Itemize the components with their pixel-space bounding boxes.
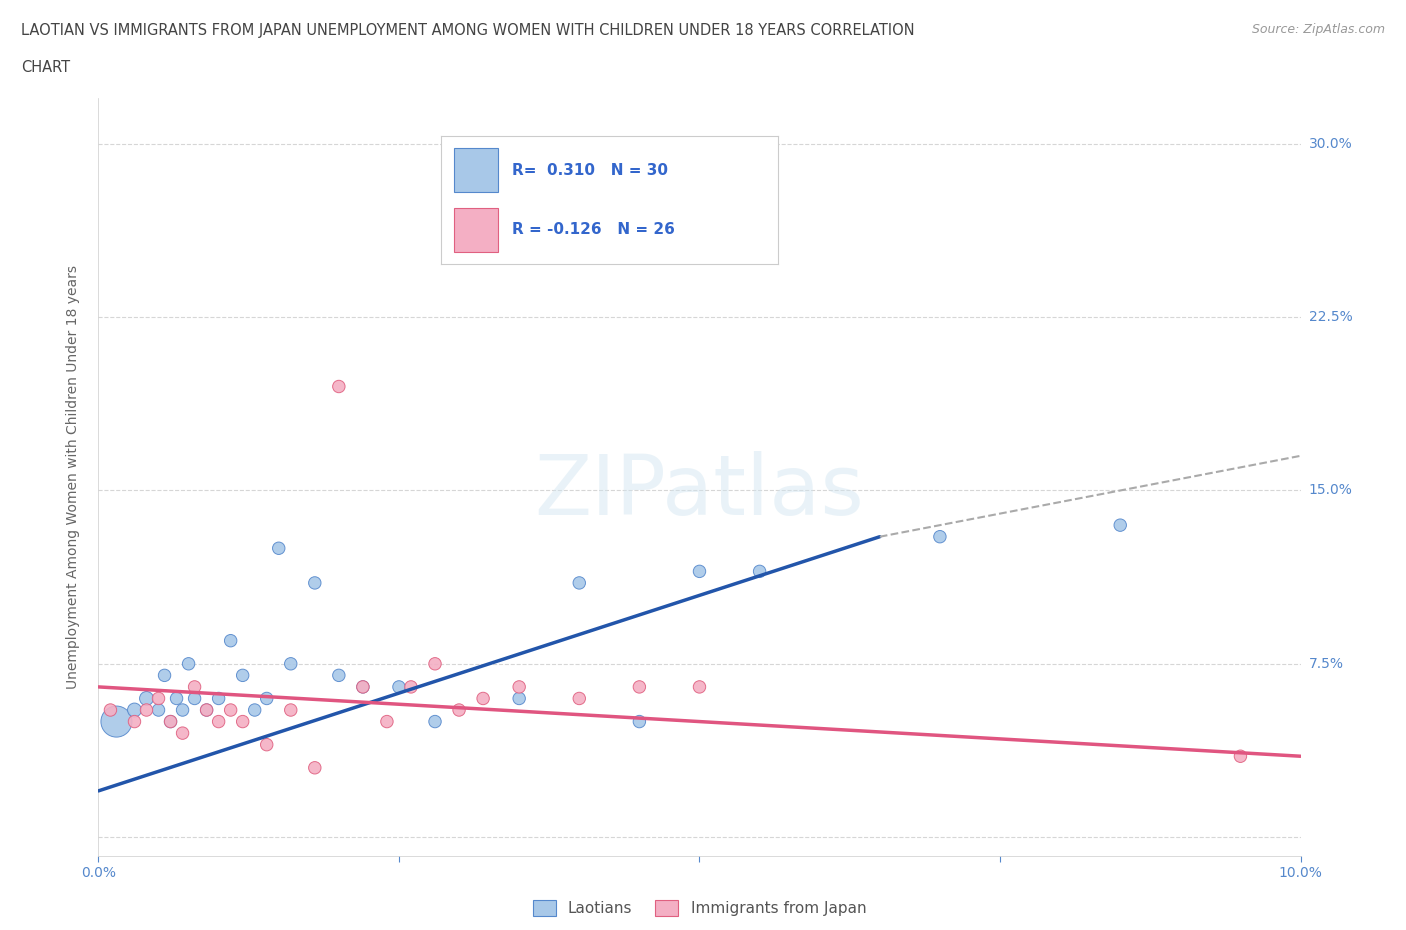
Point: [105, 714, 128, 729]
Point: [688, 564, 710, 578]
Point: [388, 680, 411, 695]
Point: [100, 702, 122, 717]
Point: [159, 714, 181, 729]
Point: [375, 714, 398, 729]
Point: [183, 680, 205, 695]
Point: [256, 691, 278, 706]
Point: [166, 691, 188, 706]
Point: [159, 714, 181, 729]
Point: [232, 714, 254, 729]
Point: [399, 680, 422, 695]
Point: [219, 633, 242, 648]
Text: CHART: CHART: [21, 60, 70, 75]
Point: [172, 725, 194, 740]
Text: ZIPatlas: ZIPatlas: [534, 451, 865, 532]
Point: [472, 691, 495, 706]
Point: [280, 702, 302, 717]
Text: 30.0%: 30.0%: [1309, 137, 1353, 151]
Point: [135, 702, 157, 717]
Text: 7.5%: 7.5%: [1309, 657, 1344, 671]
Legend: Laotians, Immigrants from Japan: Laotians, Immigrants from Japan: [526, 893, 873, 923]
Point: [328, 668, 350, 683]
Point: [929, 529, 952, 544]
Text: 15.0%: 15.0%: [1309, 484, 1353, 498]
Point: [423, 714, 446, 729]
Point: [183, 691, 205, 706]
Point: [232, 668, 254, 683]
Point: [177, 657, 200, 671]
Point: [243, 702, 266, 717]
Point: [256, 737, 278, 752]
Point: [628, 714, 651, 729]
Point: [304, 761, 326, 776]
Point: [208, 691, 231, 706]
Point: [328, 379, 350, 394]
Point: [508, 680, 530, 695]
Point: [135, 691, 157, 706]
Point: [153, 668, 176, 683]
Point: [219, 702, 242, 717]
Point: [195, 702, 218, 717]
Point: [352, 680, 374, 695]
Point: [124, 714, 146, 729]
Point: [1109, 518, 1132, 533]
Point: [628, 680, 651, 695]
Point: [688, 680, 710, 695]
Point: [195, 702, 218, 717]
Point: [267, 541, 290, 556]
Point: [508, 691, 530, 706]
Y-axis label: Unemployment Among Women with Children Under 18 years: Unemployment Among Women with Children U…: [66, 265, 80, 688]
Point: [1229, 749, 1251, 764]
Point: [352, 680, 374, 695]
Point: [568, 576, 591, 591]
Text: 22.5%: 22.5%: [1309, 311, 1353, 325]
Point: [447, 702, 470, 717]
Text: LAOTIAN VS IMMIGRANTS FROM JAPAN UNEMPLOYMENT AMONG WOMEN WITH CHILDREN UNDER 18: LAOTIAN VS IMMIGRANTS FROM JAPAN UNEMPLO…: [21, 23, 915, 38]
Point: [172, 702, 194, 717]
Point: [748, 564, 770, 578]
Point: [568, 691, 591, 706]
Point: [423, 657, 446, 671]
Point: [148, 702, 170, 717]
Point: [208, 714, 231, 729]
Point: [304, 576, 326, 591]
Point: [124, 702, 146, 717]
Point: [280, 657, 302, 671]
Point: [148, 691, 170, 706]
Text: Source: ZipAtlas.com: Source: ZipAtlas.com: [1251, 23, 1385, 36]
